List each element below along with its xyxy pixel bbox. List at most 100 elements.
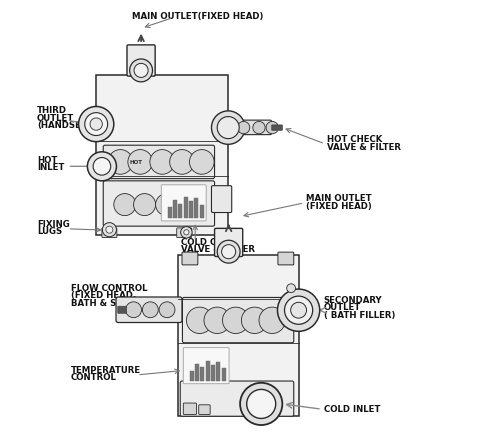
Circle shape	[287, 284, 296, 293]
Circle shape	[223, 307, 249, 334]
FancyBboxPatch shape	[278, 252, 294, 265]
Circle shape	[106, 226, 113, 233]
Text: VALVE & FILTER: VALVE & FILTER	[327, 143, 401, 152]
FancyBboxPatch shape	[227, 120, 272, 135]
Circle shape	[128, 150, 153, 174]
Bar	[222, 368, 226, 381]
Circle shape	[211, 111, 245, 144]
Circle shape	[266, 121, 278, 134]
Bar	[206, 361, 210, 381]
Circle shape	[150, 150, 175, 174]
Text: OUTLET: OUTLET	[324, 303, 361, 312]
Bar	[194, 198, 198, 218]
Circle shape	[87, 152, 117, 181]
Bar	[195, 364, 199, 381]
Circle shape	[108, 150, 133, 174]
Text: OUTLET: OUTLET	[37, 114, 74, 123]
Text: ( BATH FILLER): ( BATH FILLER)	[324, 311, 395, 319]
FancyBboxPatch shape	[183, 297, 294, 343]
Circle shape	[85, 113, 108, 136]
FancyBboxPatch shape	[184, 348, 229, 384]
Text: COLD CHECK: COLD CHECK	[181, 238, 242, 246]
FancyBboxPatch shape	[103, 145, 215, 179]
FancyBboxPatch shape	[180, 381, 294, 416]
Circle shape	[217, 117, 239, 139]
Circle shape	[247, 389, 276, 418]
Text: TEMPERATURE: TEMPERATURE	[71, 366, 141, 375]
Circle shape	[259, 307, 285, 334]
Bar	[200, 367, 204, 381]
Circle shape	[186, 307, 213, 334]
Bar	[199, 205, 203, 218]
Circle shape	[170, 150, 194, 174]
Text: LUGS: LUGS	[37, 227, 62, 236]
Bar	[211, 365, 215, 381]
Polygon shape	[178, 255, 299, 416]
Circle shape	[102, 223, 117, 237]
Circle shape	[285, 296, 312, 324]
FancyBboxPatch shape	[184, 403, 196, 414]
Text: COLD INLET: COLD INLET	[324, 405, 380, 414]
FancyBboxPatch shape	[182, 252, 198, 265]
Text: CONTROL: CONTROL	[71, 374, 117, 382]
Circle shape	[238, 121, 250, 134]
Circle shape	[277, 289, 320, 331]
Bar	[168, 207, 172, 218]
Text: SECONDARY: SECONDARY	[324, 296, 382, 304]
Text: HOT: HOT	[37, 156, 57, 165]
Circle shape	[125, 302, 141, 318]
Bar	[189, 201, 193, 218]
FancyBboxPatch shape	[116, 297, 182, 323]
Circle shape	[181, 227, 192, 238]
Circle shape	[134, 63, 148, 77]
Text: FIXING: FIXING	[37, 220, 69, 229]
Circle shape	[78, 106, 114, 142]
Polygon shape	[96, 75, 228, 235]
Text: MAIN OUTLET(FIXED HEAD): MAIN OUTLET(FIXED HEAD)	[132, 12, 263, 21]
FancyBboxPatch shape	[199, 405, 210, 414]
Circle shape	[159, 302, 175, 318]
FancyBboxPatch shape	[177, 228, 191, 238]
Text: THIRD: THIRD	[37, 106, 67, 115]
Circle shape	[291, 302, 307, 318]
Text: HOT: HOT	[129, 160, 142, 165]
Circle shape	[222, 245, 236, 259]
FancyBboxPatch shape	[102, 228, 117, 238]
FancyBboxPatch shape	[161, 185, 206, 221]
FancyBboxPatch shape	[103, 181, 215, 226]
Circle shape	[189, 150, 214, 174]
Text: BATH & SHOWER): BATH & SHOWER)	[71, 299, 157, 308]
Bar	[190, 371, 194, 381]
Text: HOT CHECK: HOT CHECK	[327, 136, 382, 144]
Bar	[184, 197, 187, 218]
Circle shape	[129, 59, 153, 82]
FancyBboxPatch shape	[272, 125, 282, 130]
Bar	[173, 200, 177, 218]
Circle shape	[242, 307, 268, 334]
Text: (HANDSET): (HANDSET)	[37, 121, 91, 130]
Text: INLET: INLET	[37, 163, 64, 172]
FancyBboxPatch shape	[127, 45, 155, 76]
Bar	[179, 204, 183, 218]
Circle shape	[142, 302, 158, 318]
FancyBboxPatch shape	[211, 186, 232, 213]
Text: (FIXED HEAD): (FIXED HEAD)	[306, 202, 372, 211]
Circle shape	[217, 240, 240, 263]
Text: VALVE & FILTER: VALVE & FILTER	[181, 245, 255, 254]
Circle shape	[93, 158, 111, 175]
Text: MAIN OUTLET: MAIN OUTLET	[306, 194, 372, 203]
Circle shape	[184, 230, 189, 235]
Circle shape	[240, 383, 282, 425]
Bar	[216, 362, 220, 381]
Circle shape	[133, 194, 156, 216]
Text: (FIXED HEAD,: (FIXED HEAD,	[71, 291, 136, 300]
Circle shape	[178, 194, 199, 216]
Text: FLOW CONTROL: FLOW CONTROL	[71, 284, 148, 293]
Circle shape	[253, 121, 265, 134]
FancyBboxPatch shape	[118, 306, 126, 313]
Circle shape	[114, 194, 136, 216]
FancyBboxPatch shape	[215, 228, 243, 257]
Circle shape	[204, 307, 231, 334]
Circle shape	[156, 194, 178, 216]
Circle shape	[90, 118, 102, 130]
